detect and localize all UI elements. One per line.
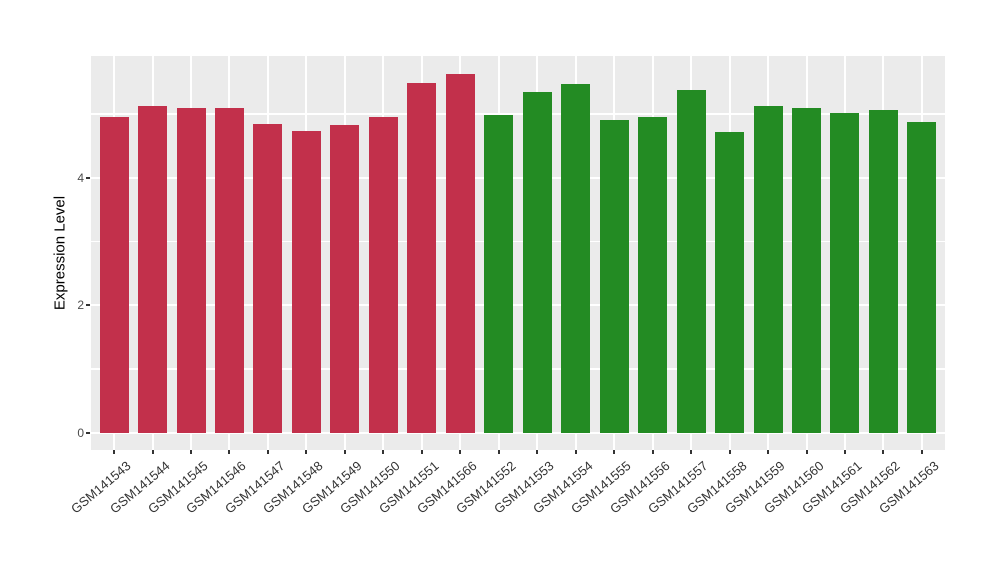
x-tick-mark bbox=[613, 450, 616, 454]
bar bbox=[868, 110, 898, 433]
y-tick-mark bbox=[86, 304, 90, 307]
gridline-horizontal bbox=[91, 113, 945, 115]
x-tick-mark bbox=[843, 450, 846, 454]
bar bbox=[792, 107, 821, 433]
x-tick-mark bbox=[420, 450, 423, 454]
plot-panel bbox=[91, 56, 945, 450]
gridline-horizontal bbox=[91, 431, 945, 434]
x-tick-mark bbox=[805, 450, 808, 454]
bar bbox=[484, 115, 514, 433]
y-tick-label: 0 bbox=[77, 425, 84, 440]
bar bbox=[176, 108, 206, 433]
bar bbox=[407, 82, 437, 433]
gridline-horizontal bbox=[91, 368, 945, 370]
y-axis-title-text: Expression Level bbox=[51, 195, 69, 311]
gridline-horizontal bbox=[91, 240, 945, 243]
bar bbox=[599, 120, 629, 433]
y-tick-label: 2 bbox=[77, 298, 84, 313]
bar bbox=[676, 89, 706, 433]
x-tick-mark bbox=[343, 450, 346, 454]
y-tick-mark bbox=[86, 176, 90, 179]
x-tick-mark bbox=[728, 450, 731, 454]
x-tick-mark bbox=[151, 450, 154, 454]
bar bbox=[291, 130, 321, 433]
x-tick-mark bbox=[459, 450, 462, 454]
bar bbox=[445, 73, 475, 433]
x-tick-mark bbox=[228, 450, 231, 454]
bar bbox=[368, 117, 398, 433]
bar bbox=[214, 107, 244, 433]
bar bbox=[561, 84, 591, 433]
bar bbox=[715, 131, 745, 433]
gridline-horizontal bbox=[91, 176, 945, 179]
x-tick-mark bbox=[382, 450, 385, 454]
x-tick-mark bbox=[574, 450, 577, 454]
bar bbox=[830, 112, 860, 433]
x-tick-mark bbox=[690, 450, 693, 454]
x-tick-mark bbox=[266, 450, 269, 454]
bar bbox=[330, 125, 360, 433]
x-tick-mark bbox=[190, 450, 193, 454]
x-tick-mark bbox=[536, 450, 539, 454]
bar bbox=[253, 124, 283, 433]
x-tick-mark bbox=[305, 450, 308, 454]
bar bbox=[907, 122, 937, 433]
y-tick-mark bbox=[86, 431, 90, 434]
x-tick-mark bbox=[651, 450, 654, 454]
bar bbox=[522, 91, 552, 433]
bar bbox=[753, 106, 783, 433]
bar bbox=[99, 116, 129, 433]
x-tick-mark bbox=[767, 450, 770, 454]
x-tick-mark bbox=[920, 450, 923, 454]
x-tick-mark bbox=[113, 450, 116, 454]
bar bbox=[638, 116, 668, 433]
bar bbox=[138, 106, 168, 433]
x-tick-mark bbox=[497, 450, 500, 454]
gridline-horizontal bbox=[91, 304, 945, 307]
x-tick-mark bbox=[882, 450, 885, 454]
y-tick-label: 4 bbox=[77, 170, 84, 185]
